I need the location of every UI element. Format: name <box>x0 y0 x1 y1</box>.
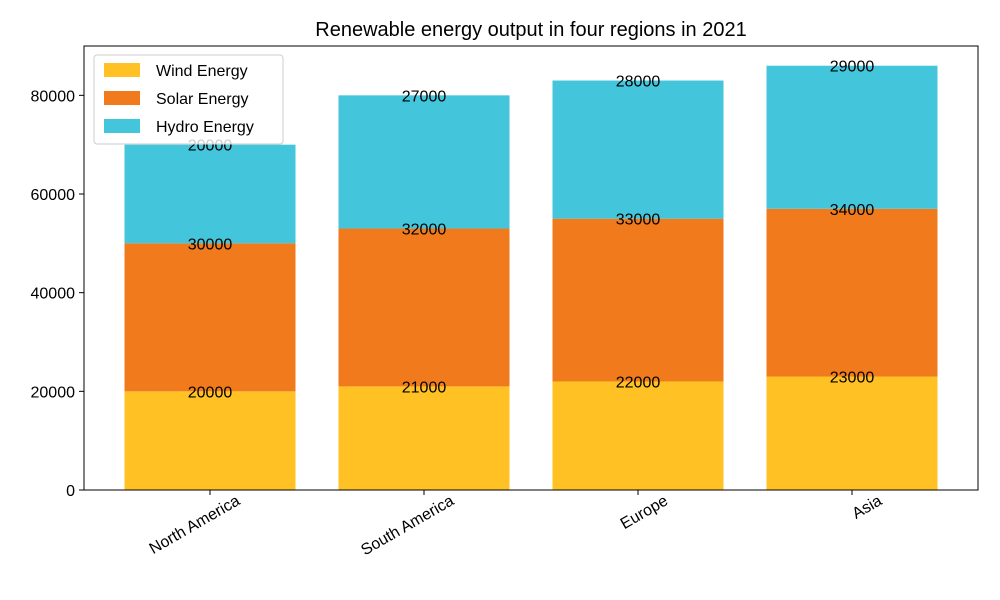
x-axis-ticks: North America South America Europe Asia <box>147 490 885 559</box>
data-labels-layer: 2000030000200002100032000270002200033000… <box>188 59 875 402</box>
x-tick-label: Europe <box>618 492 671 533</box>
y-axis-ticks: 0 20000 40000 60000 80000 <box>31 88 84 500</box>
bars-layer <box>124 65 938 490</box>
y-tick-label: 40000 <box>31 286 76 303</box>
x-tick-label: Asia <box>850 492 886 522</box>
y-tick-label: 20000 <box>31 384 76 401</box>
legend-box <box>93 54 284 145</box>
plot-frame <box>83 45 979 491</box>
legend-label: Hydro Energy <box>156 119 254 136</box>
bar-segment <box>766 376 938 490</box>
data-label: 23000 <box>830 370 875 387</box>
bar-segment <box>552 218 724 382</box>
legend: Wind Energy Solar Energy Hydro Energy <box>93 54 284 145</box>
data-label: 32000 <box>402 222 447 239</box>
bar-segment <box>338 95 510 229</box>
data-label: 34000 <box>830 202 875 219</box>
y-tick-label: 60000 <box>31 187 76 204</box>
bar-segment <box>124 243 296 392</box>
legend-swatch <box>104 63 140 77</box>
bar-segment <box>338 228 510 387</box>
y-tick-label: 0 <box>66 483 75 500</box>
data-label: 22000 <box>616 374 661 391</box>
chart-title: Renewable energy output in four regions … <box>315 19 746 41</box>
data-label: 29000 <box>830 59 875 76</box>
axes-layer <box>83 45 979 491</box>
bar-segment <box>124 144 296 244</box>
x-tick-label: North America <box>147 492 243 557</box>
legend-swatch <box>104 91 140 105</box>
data-label: 27000 <box>402 88 447 105</box>
data-label: 21000 <box>402 379 447 396</box>
legend-label: Solar Energy <box>156 91 249 108</box>
legend-label: Wind Energy <box>156 63 248 80</box>
y-tick-label: 80000 <box>31 88 76 105</box>
x-tick-label: South America <box>358 492 457 559</box>
data-label: 30000 <box>188 236 233 253</box>
bar-segment <box>766 208 938 377</box>
bar-segment <box>338 386 510 490</box>
data-label: 20000 <box>188 384 233 401</box>
data-label: 28000 <box>616 74 661 91</box>
bar-segment <box>124 391 296 490</box>
bar-segment <box>552 381 724 490</box>
data-label: 33000 <box>616 212 661 229</box>
legend-swatch <box>104 119 140 133</box>
bar-segment <box>766 65 938 209</box>
bar-segment <box>552 80 724 219</box>
